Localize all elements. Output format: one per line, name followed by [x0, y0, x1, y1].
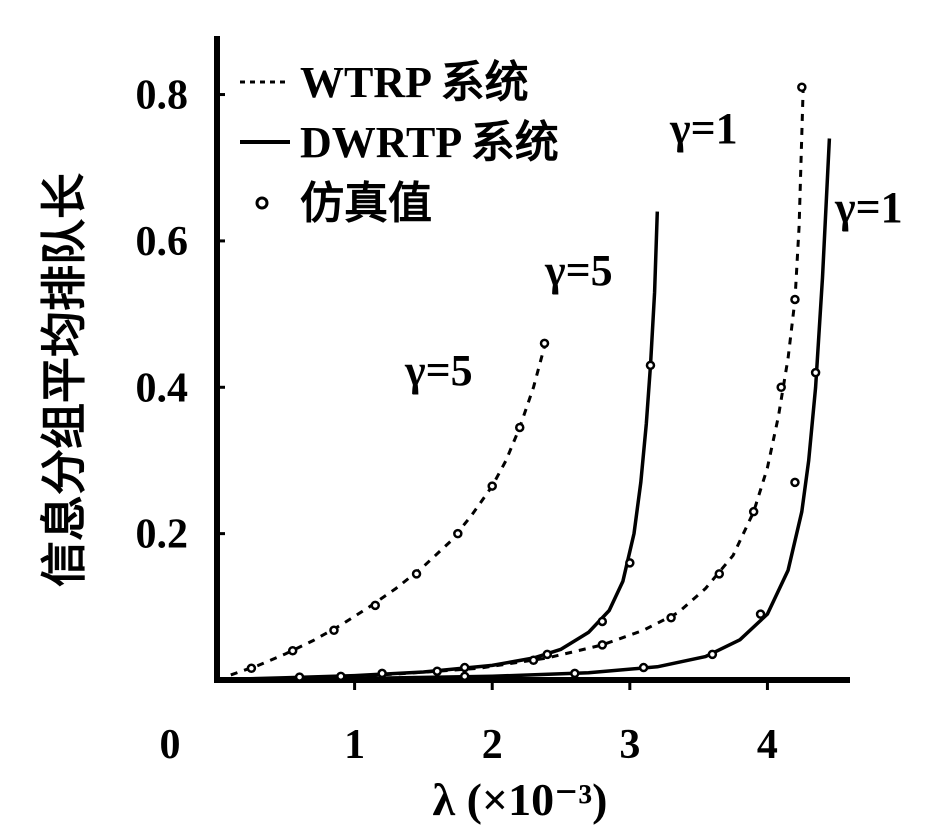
sim-point-3-2: [638, 662, 649, 673]
series-line-3: [230, 138, 832, 682]
sim-point-0-6: [487, 481, 497, 491]
x-tick-label-1: 2: [482, 722, 503, 768]
sim-point-2-6: [748, 506, 759, 517]
y-tick-label-0: 0.2: [136, 512, 189, 558]
annotation-wtrp-gamma5: γ=5: [404, 346, 473, 395]
x-axis-title: λ (×10⁻³): [432, 774, 607, 825]
ticks: 0 1 2 3 4 0.2 0.4 0.6 0.8: [136, 73, 778, 768]
series-group: [230, 87, 832, 682]
sim-point-2-3: [597, 640, 608, 650]
sim-point-0-3: [370, 600, 380, 611]
annotations: γ=5 γ=5 γ=1 γ=1: [404, 104, 903, 395]
sim-point-2-8: [790, 294, 800, 305]
sim-point-0-2: [329, 625, 339, 635]
x-tick-label-3: 4: [757, 722, 778, 768]
legend-label-simulation: 仿真值: [300, 179, 432, 228]
y-axis-title: 信息分组平均排队长: [37, 173, 91, 587]
sim-point-2-1: [432, 666, 442, 676]
sim-point-0-1: [287, 645, 298, 656]
sim-point-2-2: [528, 655, 539, 665]
sim-point-1-5: [625, 558, 635, 568]
sim-point-0-7: [514, 422, 525, 433]
sim-point-2-7: [776, 382, 786, 393]
y-tick-label-2: 0.6: [136, 219, 189, 265]
sim-point-0-0: [246, 663, 257, 674]
sim-point-2-0: [336, 671, 346, 682]
x-tick-label-2: 3: [619, 722, 640, 768]
sim-point-3-1: [570, 668, 580, 679]
sim-point-2-9: [797, 82, 807, 92]
legend-marker-swatch: [255, 196, 269, 210]
x-tick-label-0: 1: [344, 722, 365, 768]
legend: WTRP 系统 DWRTP 系统 仿真值: [240, 58, 559, 228]
annotation-dwrtp-gamma1: γ=1: [834, 183, 903, 232]
origin-label: 0: [160, 722, 181, 768]
annotation-wtrp-gamma1: γ=1: [669, 104, 738, 153]
sim-point-1-0: [294, 672, 305, 682]
sim-point-0-5: [453, 528, 463, 539]
series-line-0: [230, 335, 549, 677]
sim-point-3-4: [755, 609, 766, 619]
sim-point-2-4: [666, 613, 676, 623]
sim-point-3-0: [459, 671, 470, 682]
series-line-2: [230, 87, 805, 681]
sim-point-1-6: [645, 360, 656, 371]
legend-label-wtrp: WTRP 系统: [300, 58, 529, 107]
sim-point-0-8: [539, 338, 550, 349]
y-tick-label-3: 0.8: [136, 73, 189, 119]
sim-point-1-3: [542, 649, 553, 660]
sim-point-0-4: [411, 569, 422, 579]
sim-point-3-3: [707, 649, 718, 660]
sim-point-3-6: [810, 367, 821, 378]
sim-point-2-5: [714, 569, 725, 579]
legend-label-dwrtp: DWRTP 系统: [300, 118, 559, 167]
sim-point-1-1: [377, 668, 387, 679]
sim-point-3-5: [790, 477, 800, 488]
y-tick-label-1: 0.4: [136, 365, 189, 411]
sim-point-1-2: [459, 662, 470, 673]
annotation-dwrtp-gamma5: γ=5: [544, 246, 613, 295]
simulation-points: [246, 82, 821, 682]
sim-point-1-4: [597, 616, 608, 627]
